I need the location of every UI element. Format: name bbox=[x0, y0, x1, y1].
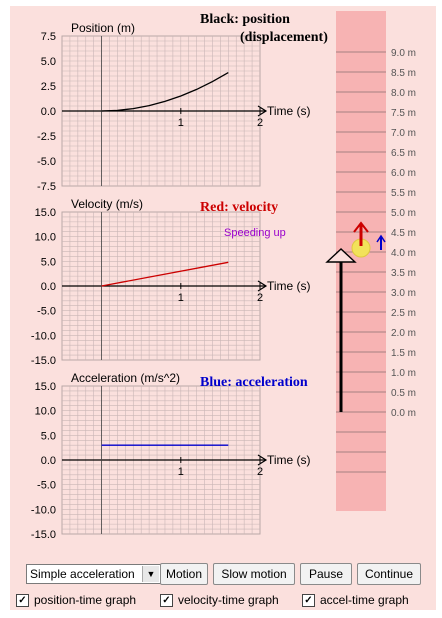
track-scale-label: 8.5 m bbox=[391, 68, 416, 79]
acceleration-legend: Blue: acceleration bbox=[200, 375, 308, 390]
position-x-tick-label: 1 bbox=[178, 117, 184, 129]
track-scale-label: 3.5 m bbox=[391, 268, 416, 279]
track-scale-label: 8.0 m bbox=[391, 88, 416, 99]
position-series-line bbox=[101, 72, 229, 112]
acceleration-y-tick-label: 5.0 bbox=[41, 430, 56, 442]
pause-button[interactable]: Pause bbox=[300, 563, 352, 585]
acceleration-x-tick-label: 2 bbox=[257, 466, 263, 478]
velocity-y-tick-label: 15.0 bbox=[35, 207, 56, 219]
scenario-select[interactable]: Simple acceleration ▼ bbox=[26, 564, 161, 584]
position-x-axis-label: Time (s) bbox=[267, 104, 311, 118]
simulation-panel: 7.5 5.0 2.5 0.0 -2.5 -5.0 -7.5 1 2 Time (s) Positi… bbox=[10, 6, 436, 610]
acceleration-arrow-head-icon bbox=[376, 234, 386, 243]
checkmark-icon[interactable]: ✓ bbox=[302, 593, 315, 607]
acceleration-x-tick-label: 1 bbox=[178, 466, 184, 478]
track-scale-label: 4.0 m bbox=[391, 248, 416, 259]
position-y-tick-label: 2.5 bbox=[41, 81, 56, 93]
accel-graph-checkbox[interactable]: ✓ accel-time graph bbox=[302, 593, 409, 607]
position-graph-title: Position (m) bbox=[71, 21, 135, 35]
position-y-tick-label: -7.5 bbox=[37, 181, 56, 193]
track-scale-label: 0.0 m bbox=[391, 408, 416, 419]
velocity-y-tick-label: -5.0 bbox=[37, 306, 56, 318]
track-scale-label: 7.5 m bbox=[391, 108, 416, 119]
velocity-arrow-head-icon bbox=[353, 221, 369, 233]
velocity-legend: Red: velocity bbox=[200, 200, 278, 215]
track-scale-label: 3.0 m bbox=[391, 288, 416, 299]
start-marker-icon bbox=[325, 248, 357, 263]
acceleration-y-tick-label: 0.0 bbox=[41, 455, 56, 467]
position-y-tick-label: 5.0 bbox=[41, 56, 56, 68]
position-legend: Black: position bbox=[200, 12, 290, 27]
track-scale-label: 6.0 m bbox=[391, 168, 416, 179]
acceleration-graph-title: Acceleration (m/s^2) bbox=[71, 371, 180, 385]
position-x-tick-label: 2 bbox=[257, 117, 263, 129]
motion-button[interactable]: Motion bbox=[160, 563, 208, 585]
velocity-graph-title: Velocity (m/s) bbox=[71, 197, 143, 211]
track-scale-label: 2.0 m bbox=[391, 328, 416, 339]
acceleration-y-tick-label: -5.0 bbox=[37, 480, 56, 492]
velocity-x-axis-arrow-icon bbox=[257, 280, 268, 292]
position-legend: (displacement) bbox=[240, 30, 328, 45]
track-scale-label: 7.0 m bbox=[391, 128, 416, 139]
track-scale-label: 1.0 m bbox=[391, 368, 416, 379]
velocity-x-axis-label: Time (s) bbox=[267, 279, 311, 293]
track-scale-label: 1.5 m bbox=[391, 348, 416, 359]
accel-graph-checkbox-label: accel-time graph bbox=[320, 593, 409, 607]
acceleration-y-tick-label: -10.0 bbox=[31, 504, 56, 516]
continue-button[interactable]: Continue bbox=[357, 563, 421, 585]
track-scale-label: 2.5 m bbox=[391, 308, 416, 319]
velocity-y-tick-label: 5.0 bbox=[41, 256, 56, 268]
velocity-series-line bbox=[101, 261, 229, 287]
scenario-select-value: Simple acceleration bbox=[30, 567, 135, 581]
checkmark-icon[interactable]: ✓ bbox=[16, 593, 29, 607]
track-scale-label: 4.5 m bbox=[391, 228, 416, 239]
position-y-tick-label: -2.5 bbox=[37, 131, 56, 143]
acceleration-x-axis-arrow-icon bbox=[257, 454, 268, 466]
position-y-tick-label: -5.0 bbox=[37, 156, 56, 168]
velocity-y-tick-label: 10.0 bbox=[35, 232, 56, 244]
track-scale-label: 5.0 m bbox=[391, 208, 416, 219]
position-graph-checkbox[interactable]: ✓ position-time graph bbox=[16, 593, 136, 607]
track-scale-label: 0.5 m bbox=[391, 388, 416, 399]
track-scale-label: 6.5 m bbox=[391, 148, 416, 159]
acceleration-x-axis-label: Time (s) bbox=[267, 453, 311, 467]
simulation-canvas: 7.5 5.0 2.5 0.0 -2.5 -5.0 -7.5 1 2 Time (s) Positi… bbox=[31, 11, 416, 541]
acceleration-y-tick-label: 10.0 bbox=[35, 406, 56, 418]
velocity-x-tick-label: 2 bbox=[257, 292, 263, 304]
track-scale-label: 9.0 m bbox=[391, 48, 416, 59]
velocity-graph-checkbox-label: velocity-time graph bbox=[178, 593, 279, 607]
velocity-x-tick-label: 1 bbox=[178, 292, 184, 304]
chevron-down-icon[interactable]: ▼ bbox=[142, 566, 159, 582]
motion-status-text: Speeding up bbox=[224, 227, 286, 239]
velocity-y-tick-label: 0.0 bbox=[41, 281, 56, 293]
velocity-graph-checkbox[interactable]: ✓ velocity-time graph bbox=[160, 593, 279, 607]
acceleration-y-tick-label: 15.0 bbox=[35, 381, 56, 393]
velocity-y-tick-label: -15.0 bbox=[31, 355, 56, 367]
position-graph-checkbox-label: position-time graph bbox=[34, 593, 137, 607]
position-y-tick-label: 7.5 bbox=[41, 31, 56, 43]
velocity-y-tick-label: -10.0 bbox=[31, 330, 56, 342]
position-x-axis-arrow-icon bbox=[257, 105, 268, 117]
position-y-tick-label: 0.0 bbox=[41, 106, 56, 118]
acceleration-y-tick-label: -15.0 bbox=[31, 529, 56, 541]
slow-motion-button[interactable]: Slow motion bbox=[213, 563, 295, 585]
checkmark-icon[interactable]: ✓ bbox=[160, 593, 173, 607]
track-scale-label: 5.5 m bbox=[391, 188, 416, 199]
